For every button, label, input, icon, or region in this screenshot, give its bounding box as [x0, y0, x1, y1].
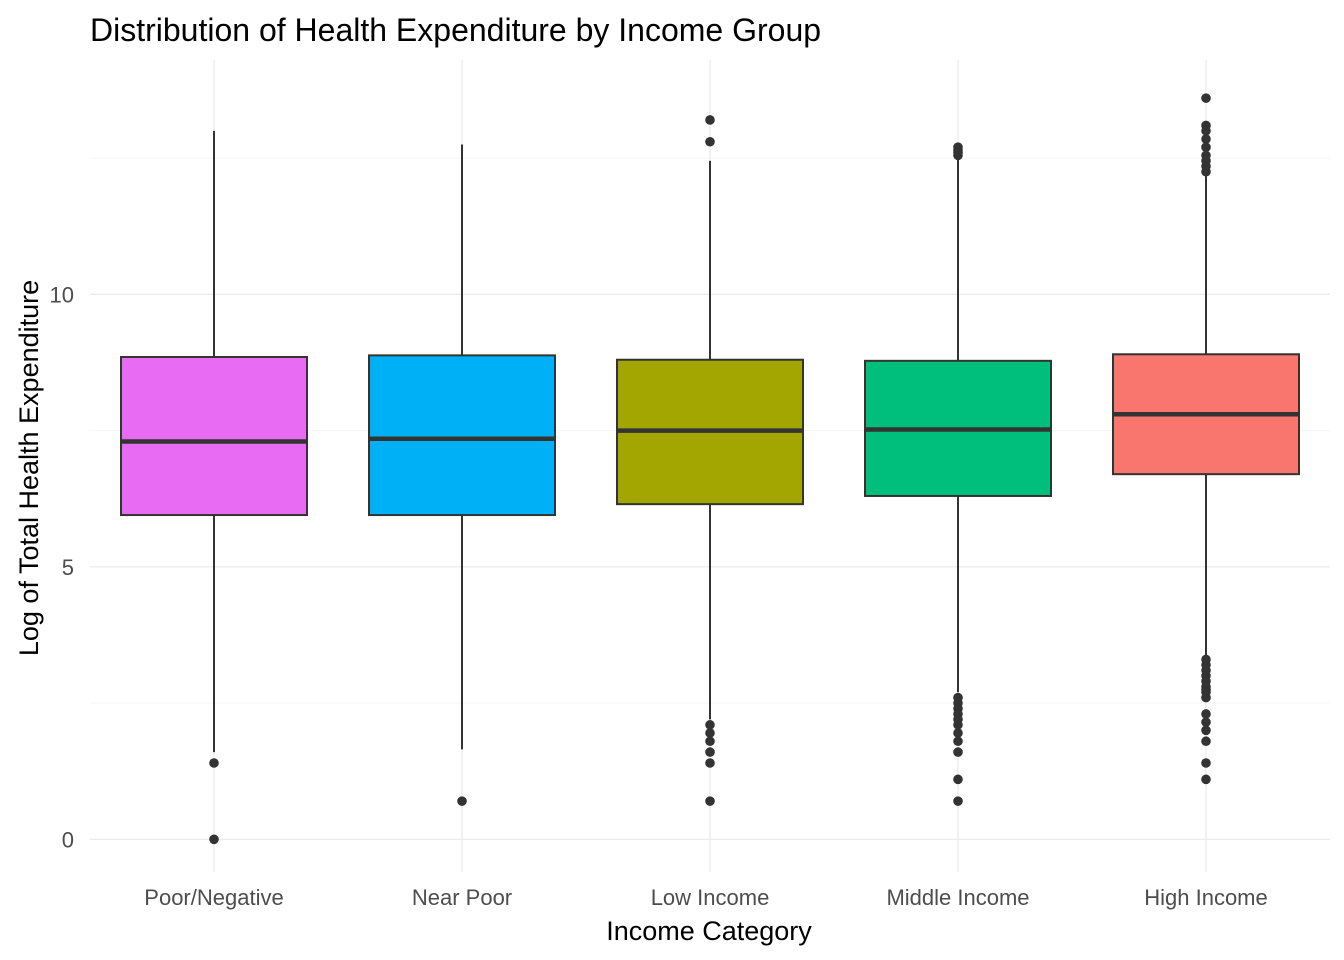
box-group — [120, 130, 308, 845]
outlier-point — [1201, 93, 1211, 103]
outlier-point — [705, 136, 715, 147]
x-tick-label: Middle Income — [886, 885, 1029, 910]
box-group — [616, 115, 804, 806]
outlier-point — [457, 796, 467, 806]
outlier-point — [1201, 166, 1211, 177]
outlier-point — [1201, 736, 1211, 747]
outlier-point — [1201, 692, 1211, 703]
box-group — [368, 144, 556, 806]
outlier-point — [953, 720, 963, 730]
y-axis-title: Log of Total Health Expenditure — [14, 280, 44, 656]
chart-title: Distribution of Health Expenditure by In… — [90, 12, 821, 48]
outlier-point — [705, 736, 715, 747]
y-tick-label: 5 — [62, 555, 74, 580]
outlier-point — [1201, 725, 1211, 736]
y-axis-ticks: 0 5 10 — [50, 282, 74, 852]
outlier-point — [1201, 709, 1211, 719]
x-tick-label: Poor/Negative — [144, 885, 283, 910]
outlier-point — [1201, 126, 1211, 136]
outlier-point — [1201, 142, 1211, 152]
outlier-point — [1201, 134, 1211, 144]
outlier-point — [953, 774, 963, 785]
outlier-point — [1201, 774, 1211, 785]
outlier-point — [705, 115, 715, 125]
outlier-point — [953, 150, 963, 161]
outlier-point — [1201, 758, 1211, 768]
outlier-point — [705, 747, 715, 757]
outlier-point — [705, 720, 715, 730]
outlier-point — [705, 796, 715, 806]
outlier-point — [705, 728, 715, 738]
outlier-point — [1201, 717, 1211, 727]
plot-marks — [120, 93, 1300, 845]
x-tick-label: Near Poor — [412, 885, 512, 910]
y-tick-label: 10 — [50, 282, 74, 307]
box-group — [864, 142, 1052, 806]
outlier-point — [953, 796, 963, 806]
box-group — [1112, 93, 1300, 785]
outlier-point — [953, 728, 963, 738]
x-tick-label: Low Income — [651, 885, 770, 910]
box-iqr — [368, 354, 556, 517]
outlier-point — [209, 758, 219, 768]
outlier-point — [209, 834, 219, 845]
x-axis-title: Income Category — [606, 916, 812, 946]
outlier-point — [953, 747, 963, 757]
x-axis-ticks: Poor/Negative Near Poor Low Income Middle I… — [144, 885, 1267, 910]
x-tick-label: High Income — [1144, 885, 1268, 910]
y-tick-label: 0 — [62, 827, 74, 852]
outlier-point — [705, 758, 715, 768]
box-iqr — [120, 356, 308, 517]
outlier-point — [953, 736, 963, 747]
